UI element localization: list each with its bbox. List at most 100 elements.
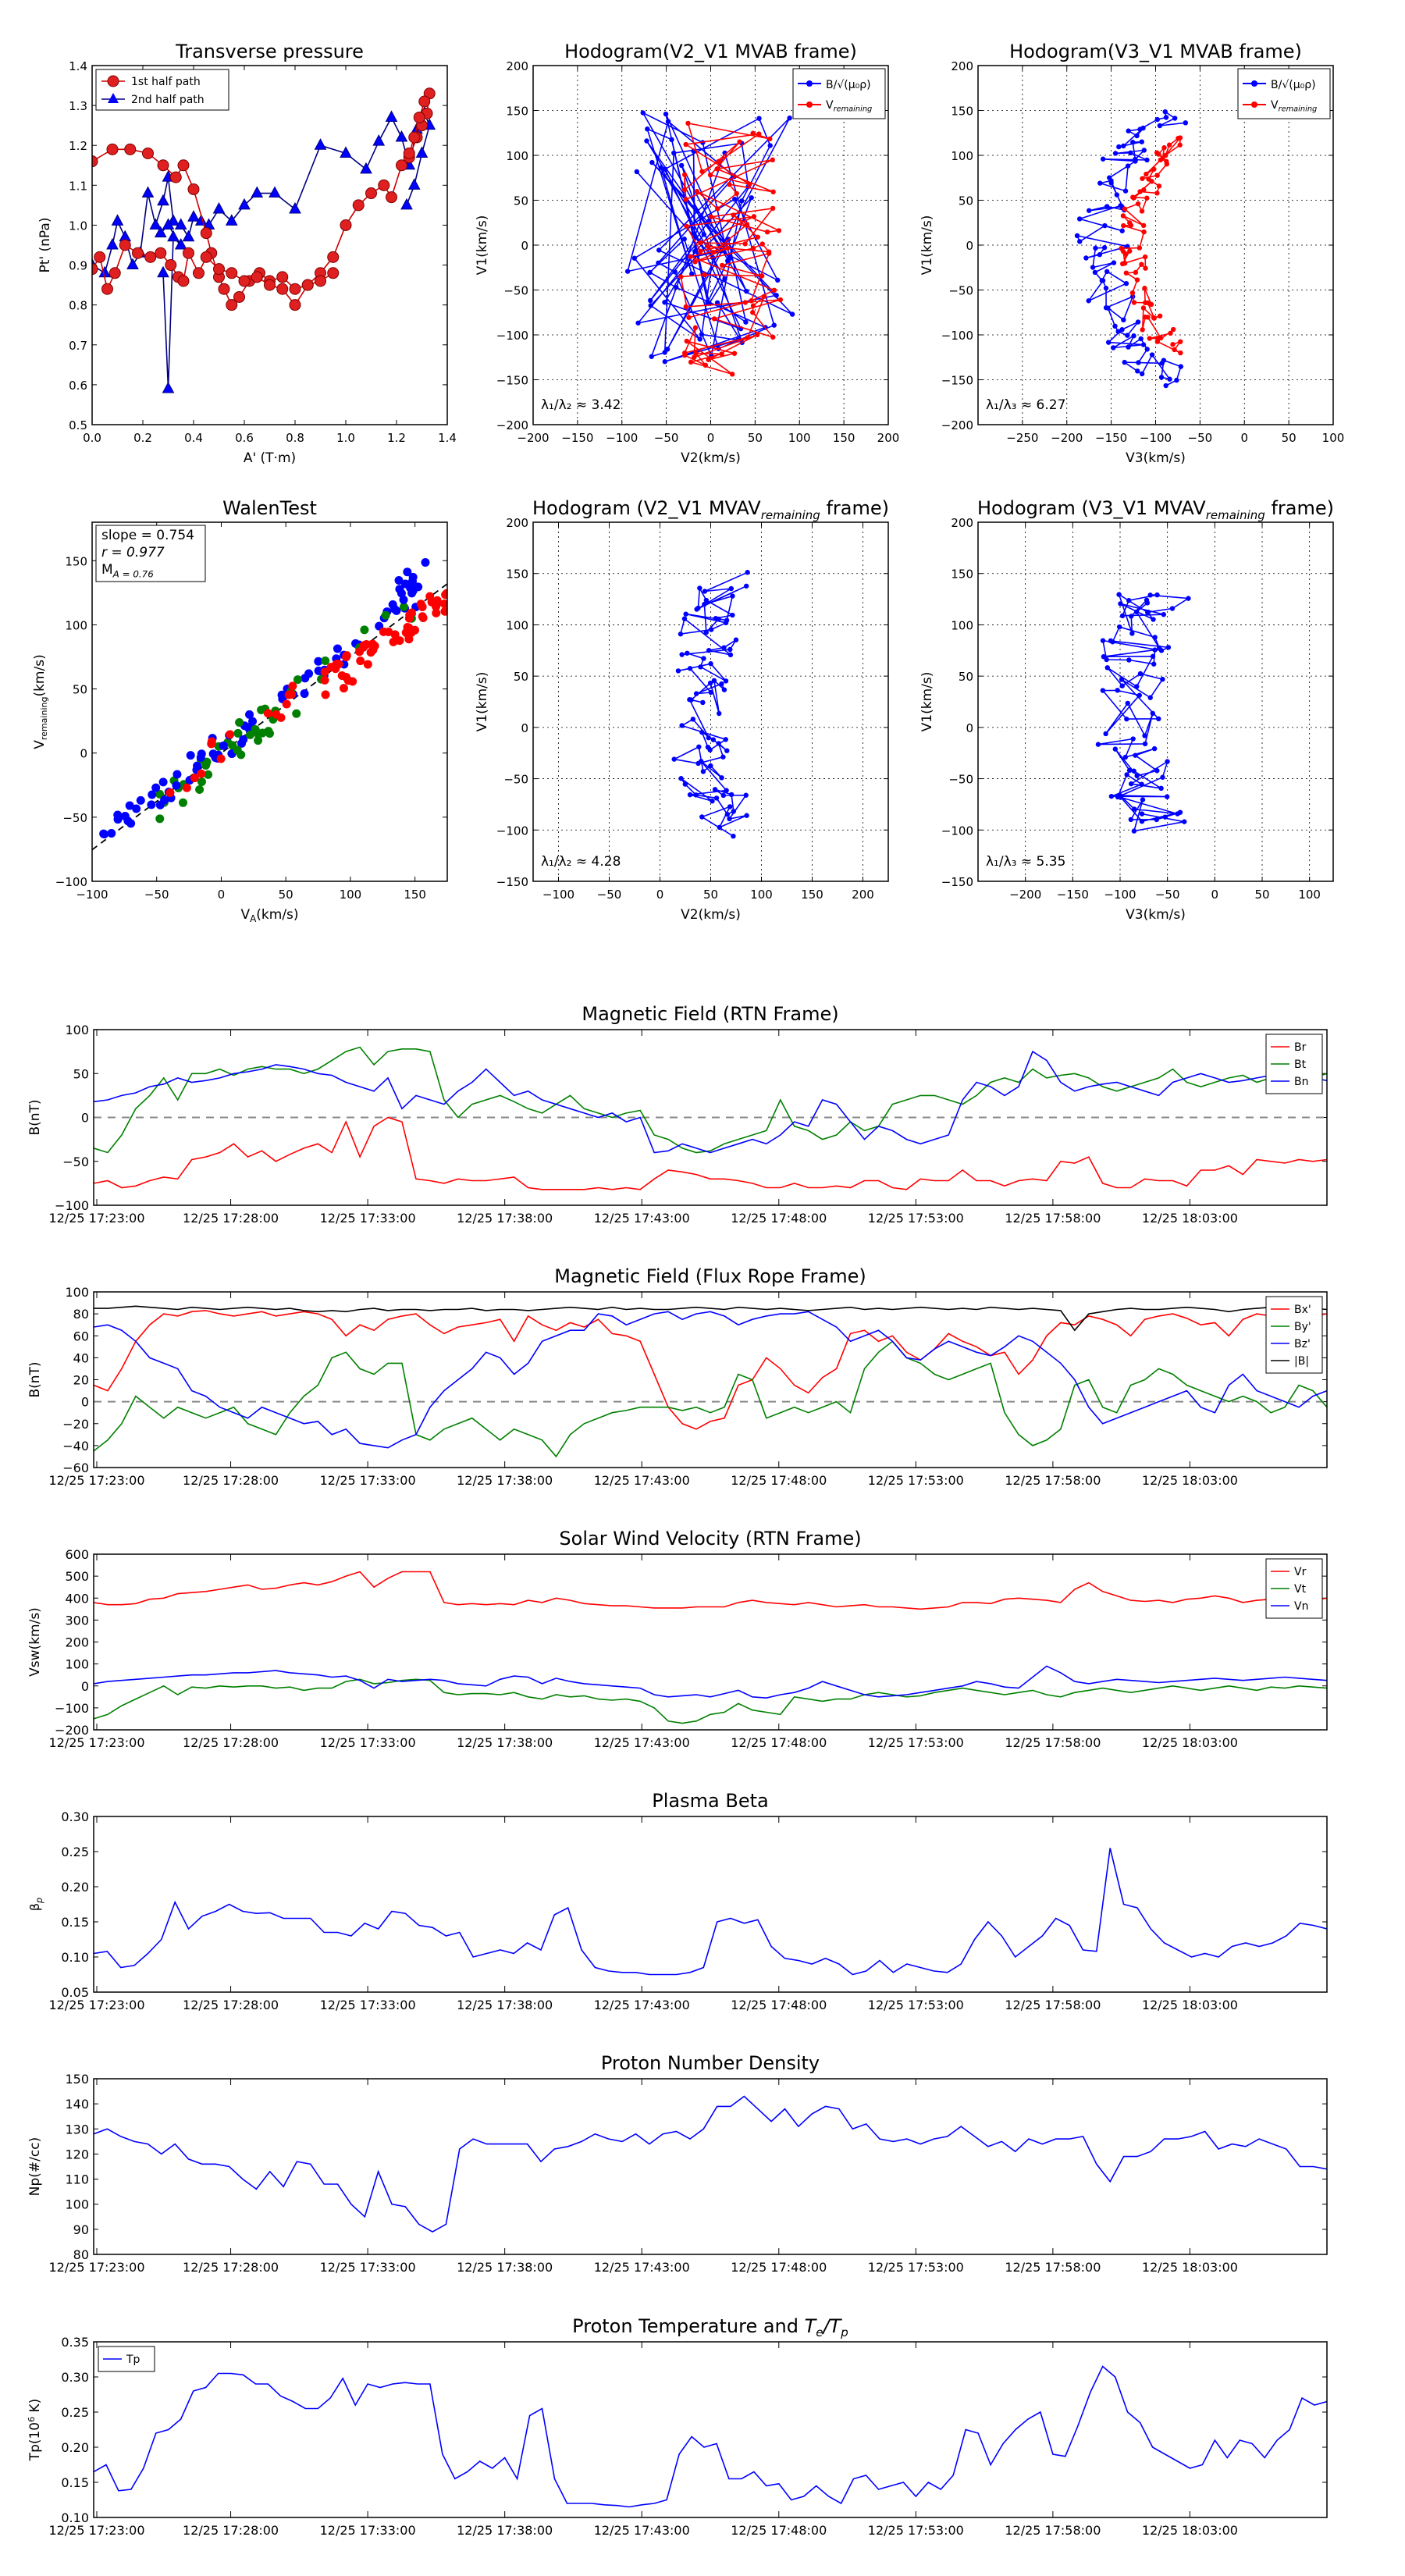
- data-point-2nd-half: [238, 197, 251, 210]
- data-point-1st-half: [340, 219, 352, 231]
- hodogram-point: [775, 277, 781, 283]
- hodogram-point: [1124, 772, 1129, 777]
- hodogram-point: [1116, 144, 1122, 150]
- data-point-1st-half: [187, 183, 200, 195]
- hodogram-point: [1152, 635, 1158, 640]
- hodogram-point: [1112, 746, 1119, 752]
- hodogram-point: [687, 792, 693, 798]
- scatter-point: [160, 795, 169, 805]
- scatter-point: [248, 717, 258, 726]
- y-tick-label: −50: [503, 284, 528, 298]
- hodogram-point: [1103, 304, 1109, 311]
- y-tick-label: 0: [521, 721, 528, 735]
- hodogram-point: [701, 656, 706, 661]
- x-tick-label: 100: [340, 888, 362, 902]
- data-point-1st-half: [132, 247, 144, 259]
- y-tick-label: 1.4: [69, 59, 87, 73]
- hodogram-point: [662, 300, 667, 305]
- data-point-1st-half: [276, 271, 289, 283]
- scatter-point: [172, 781, 181, 790]
- y-tick-label: −150: [496, 875, 528, 889]
- legend-label: By': [1294, 1321, 1311, 1333]
- y-tick-label: 0: [521, 239, 528, 253]
- stats-box: slope = 0.754 r = 0.977 MA = 0.76: [95, 525, 206, 582]
- hodogram-point: [1119, 613, 1126, 619]
- y-tick-label: 0.8: [69, 299, 87, 313]
- hodogram-point: [1104, 269, 1110, 275]
- legend-label: Vt: [1294, 1583, 1307, 1596]
- hodogram-point: [683, 197, 688, 202]
- hodogram-point: [715, 206, 720, 212]
- hodogram-point: [1170, 342, 1176, 347]
- x-tick-label: −50: [654, 431, 679, 445]
- y-tick-label: 0.5: [69, 418, 87, 432]
- hodogram-point: [649, 159, 655, 165]
- hodogram-point: [1122, 206, 1128, 212]
- hodogram-path: [672, 571, 748, 837]
- legend-marker-1st-half: [107, 75, 119, 87]
- hodogram-point: [697, 585, 702, 591]
- y-axis-label: V1(km/s): [475, 215, 490, 276]
- y-tick-label: −200: [55, 1723, 89, 1738]
- hodogram-point: [1121, 222, 1126, 229]
- hodogram-point: [692, 325, 699, 331]
- y-axis-label: B(nT): [27, 1361, 43, 1397]
- data-point-2nd-half: [106, 237, 119, 250]
- data-point-1st-half: [315, 275, 326, 287]
- scatter-point: [401, 628, 411, 637]
- scatter-point: [264, 727, 273, 736]
- x-tick-label: 12/25 17:43:00: [594, 1998, 690, 2012]
- hodogram-point: [1130, 736, 1136, 742]
- hodogram-point: [751, 214, 757, 219]
- data-point-2nd-half: [400, 197, 413, 210]
- scatter-point: [219, 741, 228, 750]
- hodogram-point: [1164, 794, 1170, 799]
- y-tick-label: 100: [65, 618, 87, 632]
- scatter-point: [216, 754, 226, 763]
- legend-marker-2nd-half: [108, 93, 119, 103]
- y-tick-label: 100: [506, 618, 528, 632]
- hodogram-point: [1131, 333, 1136, 339]
- hodogram-point: [1135, 368, 1140, 374]
- hodogram-point: [1139, 781, 1144, 787]
- scatter-point: [193, 761, 202, 770]
- legend-marker: [806, 80, 813, 87]
- scatter-point: [282, 699, 291, 709]
- hodogram-path: [1097, 592, 1190, 832]
- hodogram-point: [671, 756, 677, 762]
- data-point-1st-half: [169, 171, 182, 183]
- data-point-2nd-half: [154, 226, 167, 238]
- hodogram-point: [1144, 347, 1150, 352]
- data-point-1st-half: [94, 251, 106, 263]
- x-tick-label: 100: [788, 431, 811, 445]
- scatter-point: [233, 745, 242, 755]
- y-tick-label: 50: [73, 1066, 89, 1081]
- chart-title: Magnetic Field (Flux Rope Frame): [554, 1265, 866, 1287]
- x-tick-label: 100: [1322, 431, 1345, 445]
- axes-frame: [93, 2078, 1328, 2255]
- y-tick-label: 40: [73, 1350, 89, 1365]
- hodogram-point: [693, 792, 699, 798]
- eigenvalue-ratio: λ₁/λ₃ ≈ 6.27: [986, 397, 1065, 413]
- hodogram-point: [1142, 741, 1148, 747]
- hodogram-point: [787, 115, 792, 121]
- hodogram-point: [1147, 695, 1153, 700]
- hodogram-point: [759, 273, 765, 279]
- scatter-point: [384, 628, 393, 637]
- data-point-1st-half: [226, 267, 238, 279]
- hodogram-point: [1118, 601, 1123, 607]
- data-point-2nd-half: [269, 186, 281, 198]
- x-tick-label: 12/25 18:03:00: [1142, 2523, 1238, 2538]
- hodogram-point: [684, 338, 689, 344]
- hodogram-point: [669, 137, 674, 143]
- hodogram-point: [640, 110, 646, 116]
- hodogram-point: [1150, 710, 1155, 717]
- scatter-point: [100, 830, 109, 839]
- y-tick-label: 0.9: [69, 259, 87, 273]
- legend: B/√(μ₀ρ) Vremaining: [792, 68, 886, 119]
- x-tick-label: 12/25 17:53:00: [868, 1998, 964, 2012]
- hodogram-point: [1122, 188, 1129, 194]
- hodogram-point: [719, 775, 724, 781]
- hodogram-point: [679, 652, 685, 657]
- scatter-point: [125, 801, 134, 810]
